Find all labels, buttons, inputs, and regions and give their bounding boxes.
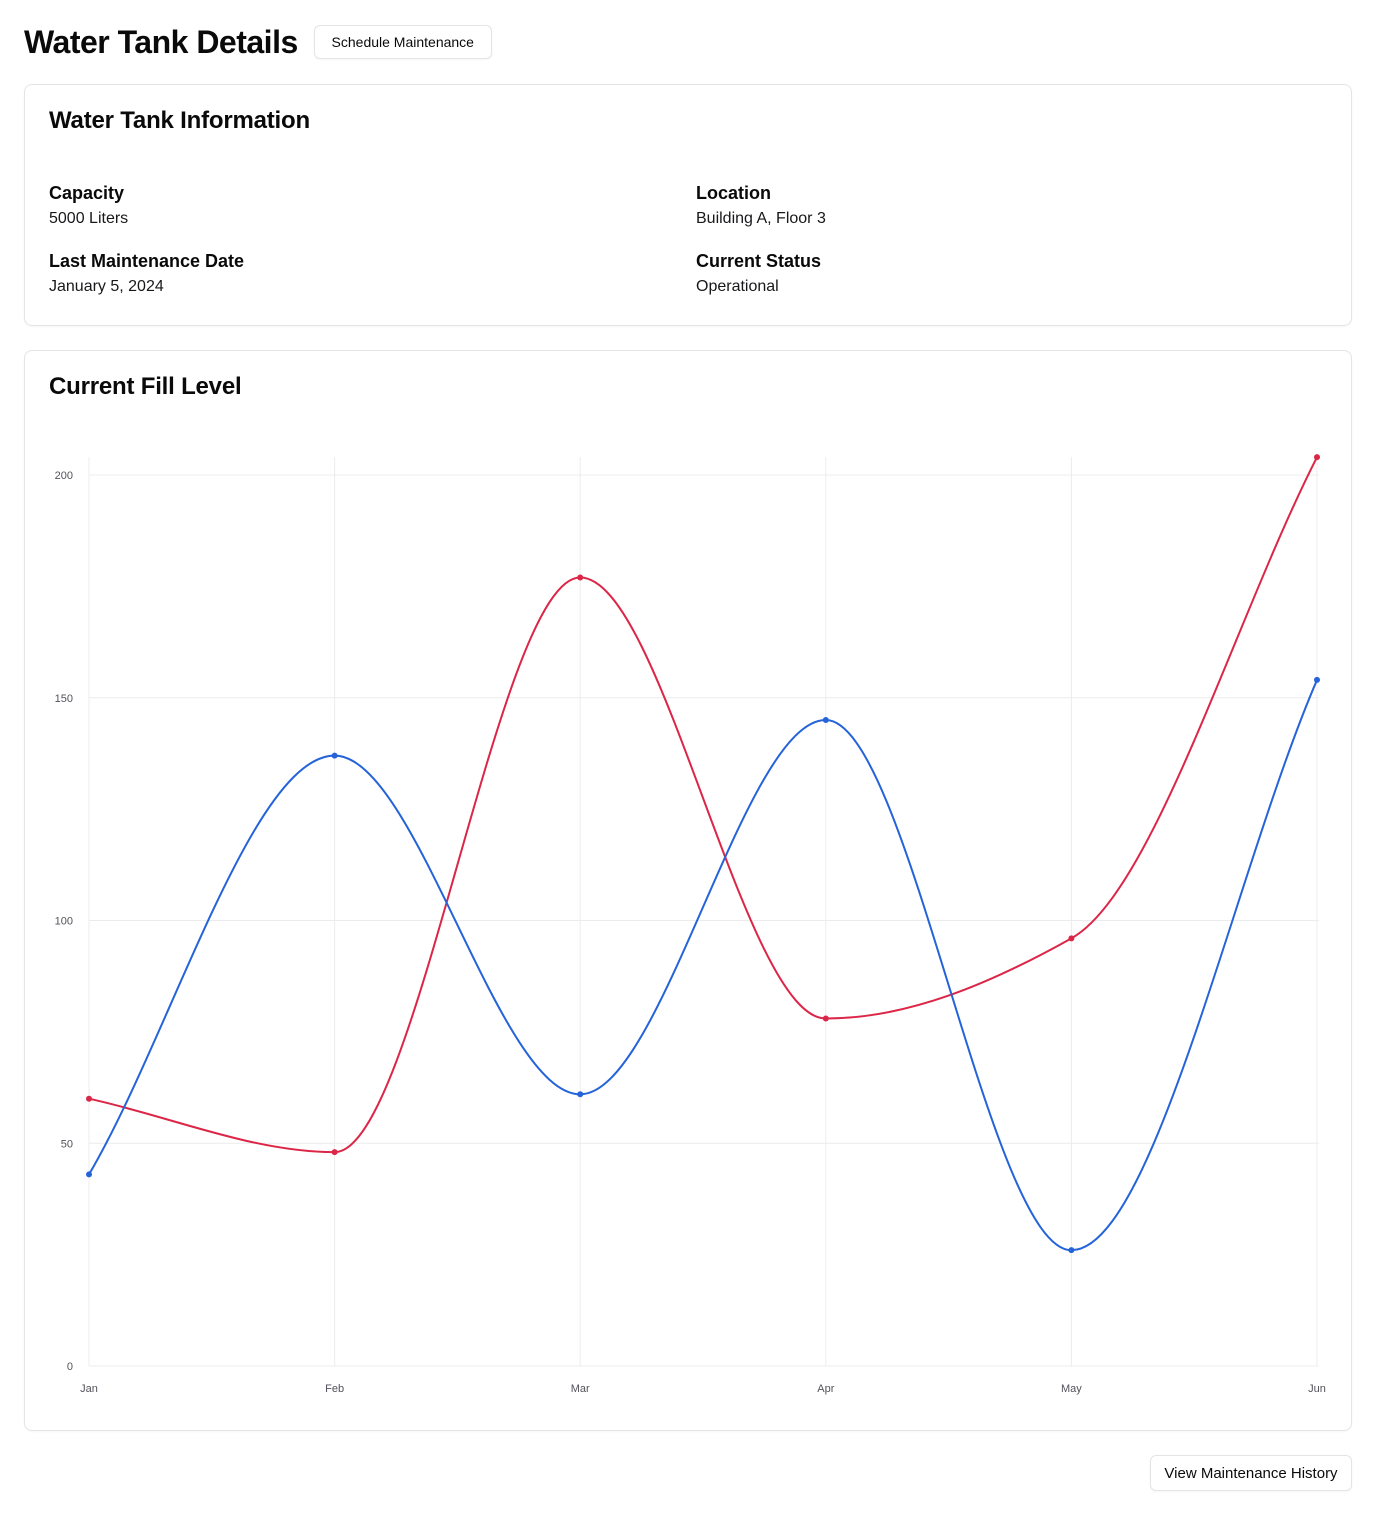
- tank-info-card: Water Tank Information Capacity 5000 Lit…: [24, 84, 1352, 326]
- status-value: Operational: [696, 278, 779, 295]
- fill-level-title: Current Fill Level: [49, 373, 242, 400]
- data-point: [86, 1171, 92, 1178]
- schedule-maintenance-button[interactable]: Schedule Maintenance: [313, 25, 492, 59]
- view-maintenance-history-button[interactable]: View Maintenance History: [1150, 1455, 1352, 1491]
- y-tick-label: 100: [55, 916, 73, 928]
- last-maintenance-field: Last Maintenance Date January 5, 2024: [49, 251, 244, 296]
- data-point: [822, 1015, 829, 1022]
- status-field: Current Status Operational: [696, 251, 821, 296]
- capacity-label: Capacity: [49, 183, 125, 203]
- status-label: Current Status: [696, 251, 822, 271]
- x-tick-label: Apr: [817, 1383, 834, 1395]
- page-title: Water Tank Details: [24, 23, 298, 60]
- y-tick-label: 50: [61, 1138, 73, 1150]
- y-tick-label: 0: [67, 1361, 73, 1373]
- data-point: [1314, 676, 1320, 683]
- x-tick-label: Jan: [80, 1383, 98, 1395]
- data-point: [1068, 935, 1075, 942]
- data-point: [822, 717, 829, 724]
- x-tick-label: May: [1061, 1383, 1082, 1395]
- series-line: [88, 456, 1318, 1154]
- data-point: [577, 1091, 584, 1098]
- location-value: Building A, Floor 3: [696, 210, 826, 227]
- tank-info-title: Water Tank Information: [49, 107, 310, 134]
- last-maintenance-label: Last Maintenance Date: [49, 251, 245, 271]
- series-line: [88, 679, 1318, 1252]
- fill-level-card: Current Fill Level 0 50 100 150 200 Jan Feb Mar…: [24, 350, 1352, 1431]
- data-point: [1314, 454, 1320, 461]
- data-point: [331, 752, 338, 759]
- x-tick-label: Feb: [325, 1383, 344, 1395]
- data-point: [331, 1149, 338, 1156]
- y-tick-label: 200: [55, 470, 73, 482]
- last-maintenance-value: January 5, 2024: [49, 278, 164, 295]
- data-point: [577, 574, 584, 581]
- page-header: Water Tank Details Schedule Maintenance: [24, 22, 492, 62]
- x-tick-label: Mar: [571, 1383, 590, 1395]
- location-label: Location: [696, 183, 771, 203]
- y-tick-label: 150: [55, 693, 73, 705]
- data-point: [86, 1095, 92, 1102]
- location-field: Location Building A, Floor 3: [696, 183, 826, 228]
- capacity-field: Capacity 5000 Liters: [49, 183, 128, 228]
- x-tick-label: Jun: [1308, 1383, 1326, 1395]
- data-point: [1068, 1247, 1075, 1254]
- capacity-value: 5000 Liters: [49, 210, 129, 227]
- fill-level-chart: 0 50 100 150 200 Jan Feb Mar Apr May Jun: [55, 454, 1326, 1395]
